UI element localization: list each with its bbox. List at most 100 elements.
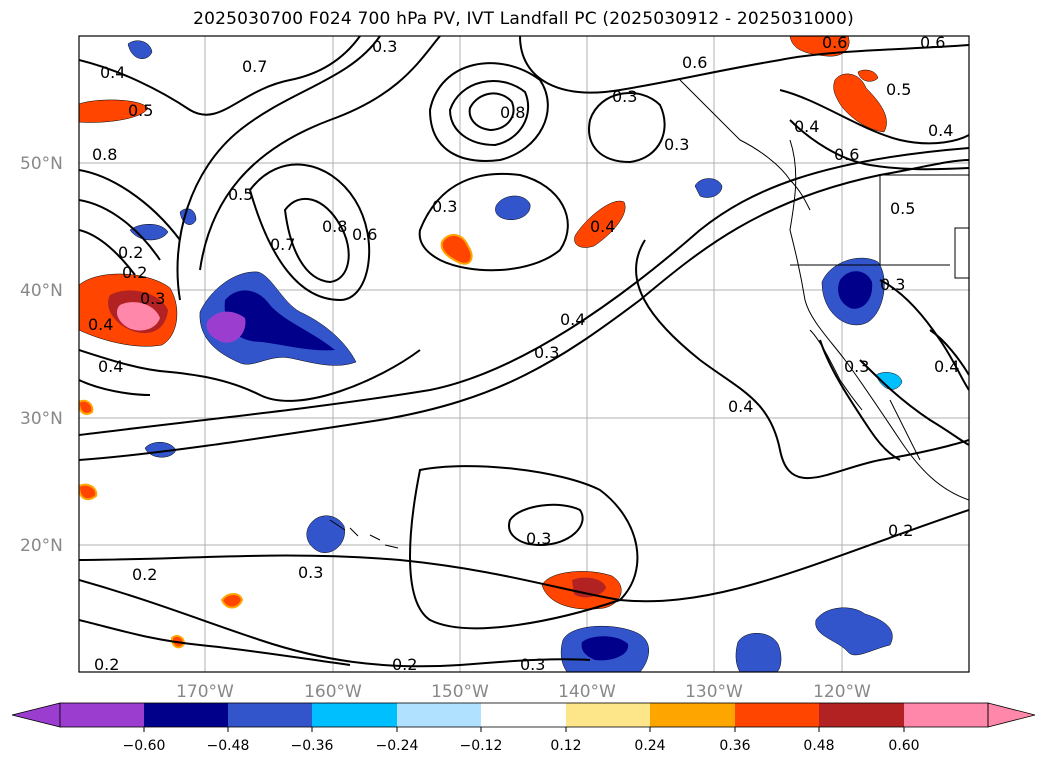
neg-blob-h bbox=[127, 40, 153, 59]
contour-labels: 0.4 0.7 0.3 0.3 0.6 0.8 0.5 0.3 0.8 0.5 … bbox=[88, 33, 959, 674]
pos-blob-ne1 bbox=[789, 36, 850, 57]
contour-label: 0.2 bbox=[888, 521, 913, 540]
pos-blob-ne2 bbox=[833, 73, 887, 133]
contour-label: 0.2 bbox=[392, 655, 417, 674]
contour-label: 0.3 bbox=[526, 529, 551, 548]
colorbar-frame bbox=[59, 702, 989, 728]
lon-label: 170°W bbox=[176, 682, 234, 702]
colorbar-tick-label: 0.12 bbox=[550, 738, 581, 754]
lon-labels: 170°W 160°W 150°W 140°W 130°W 120°W bbox=[176, 682, 871, 702]
colorbar-bin bbox=[397, 703, 481, 727]
pos-blob-nw bbox=[79, 99, 149, 123]
gridlines bbox=[79, 36, 969, 672]
contour-label: 0.6 bbox=[834, 145, 859, 164]
pos-blob-140w bbox=[574, 200, 626, 248]
colorbar-bin bbox=[819, 703, 904, 727]
pos-blob-west-peak bbox=[116, 302, 160, 331]
contour-label: 0.4 bbox=[98, 357, 123, 376]
lat-label: 50°N bbox=[20, 154, 63, 174]
contour-label: 0.4 bbox=[928, 121, 953, 140]
neg-blob-b bbox=[694, 178, 723, 198]
lon-label: 120°W bbox=[813, 682, 871, 702]
colorbar-bin bbox=[566, 703, 650, 727]
contour-label: 0.3 bbox=[612, 87, 637, 106]
contour-label: 0.3 bbox=[520, 655, 545, 674]
contour-label: 0.3 bbox=[140, 289, 165, 308]
colorbar-bin bbox=[228, 703, 312, 727]
contour-label: 0.4 bbox=[560, 310, 585, 329]
contour-label: 0.4 bbox=[88, 315, 113, 334]
colorbar-bin bbox=[904, 703, 988, 727]
lon-label: 160°W bbox=[304, 682, 362, 702]
colorbar-bin bbox=[144, 703, 228, 727]
contour-label: 0.5 bbox=[886, 80, 911, 99]
pos-blob-ne3 bbox=[857, 69, 879, 82]
neg-blob-f bbox=[815, 607, 893, 656]
contour-label: 0.4 bbox=[590, 217, 615, 236]
contour-label: 0.2 bbox=[132, 565, 157, 584]
neg-blob-e bbox=[735, 633, 782, 672]
lat-label: 30°N bbox=[20, 409, 63, 429]
colorbar-tick-label: 0.36 bbox=[719, 738, 750, 754]
neg-blob-central-peak bbox=[206, 311, 246, 343]
colorbar-tick-label: −0.24 bbox=[376, 738, 419, 754]
pos-blob-s1 bbox=[220, 593, 244, 609]
contour-label: 0.7 bbox=[270, 235, 295, 254]
neg-blob-a bbox=[495, 195, 531, 220]
contour-label: 0.3 bbox=[664, 135, 689, 154]
contour-label: 0.6 bbox=[682, 53, 707, 72]
contour-label: 0.4 bbox=[728, 397, 753, 416]
contour-label: 0.4 bbox=[794, 117, 819, 136]
contour-label: 0.8 bbox=[322, 217, 347, 236]
colorbar-bin bbox=[312, 703, 397, 727]
colorbar-bin bbox=[650, 703, 735, 727]
contour-label: 0.6 bbox=[352, 225, 377, 244]
contour-label: 0.8 bbox=[92, 145, 117, 164]
land-outlines bbox=[329, 79, 969, 549]
neg-blob-central-core bbox=[224, 290, 335, 351]
colorbar-tick-label: 0.48 bbox=[803, 738, 834, 754]
lat-label: 40°N bbox=[20, 281, 63, 301]
colorbar: −0.60 −0.48 −0.36 −0.24 −0.12 0.12 0.24 … bbox=[11, 702, 1036, 754]
contour-label: 0.5 bbox=[228, 185, 253, 204]
plot-area bbox=[79, 36, 969, 672]
lon-label: 150°W bbox=[431, 682, 489, 702]
lat-label: 20°N bbox=[20, 536, 63, 556]
contour-label: 0.5 bbox=[128, 101, 153, 120]
colorbar-tick-label: −0.48 bbox=[207, 738, 250, 754]
neg-blob-i bbox=[875, 372, 903, 390]
colorbar-extend-max bbox=[987, 702, 1036, 728]
colorbar-bin bbox=[481, 703, 566, 727]
colorbar-tick-label: −0.60 bbox=[123, 738, 166, 754]
lat-labels: 50°N 40°N 30°N 20°N bbox=[20, 154, 63, 556]
plot-frame bbox=[78, 35, 970, 673]
lon-label: 130°W bbox=[685, 682, 743, 702]
contour-label: 0.3 bbox=[432, 197, 457, 216]
contour-label: 0.3 bbox=[844, 357, 869, 376]
contour-label: 0.6 bbox=[822, 33, 847, 52]
colorbar-tick-label: 0.60 bbox=[888, 738, 919, 754]
contour-label: 0.2 bbox=[94, 655, 119, 674]
neg-blob-coast-core bbox=[838, 271, 873, 309]
map-title: 2025030700 F024 700 hPa PV, IVT Landfall… bbox=[193, 9, 854, 29]
contour-label: 0.3 bbox=[372, 37, 397, 56]
contour-label: 0.3 bbox=[298, 563, 323, 582]
contour-label: 0.8 bbox=[500, 103, 525, 122]
neg-blob-c bbox=[306, 515, 345, 553]
lon-label: 140°W bbox=[558, 682, 616, 702]
colorbar-extend-min bbox=[11, 702, 61, 728]
pos-blob-147w bbox=[440, 234, 473, 265]
contour-label: 0.4 bbox=[100, 63, 125, 82]
contour-label: 0.3 bbox=[534, 343, 559, 362]
contour-label: 0.7 bbox=[242, 57, 267, 76]
contour-label: 0.2 bbox=[122, 263, 147, 282]
contour-label: 0.5 bbox=[890, 199, 915, 218]
colorbar-tick-label: −0.12 bbox=[460, 738, 503, 754]
contour-label: 0.3 bbox=[880, 275, 905, 294]
colorbar-bin bbox=[60, 703, 144, 727]
contour-label: 0.2 bbox=[118, 243, 143, 262]
contour-label: 0.4 bbox=[934, 357, 959, 376]
pv-contours bbox=[79, 36, 969, 668]
colorbar-bin bbox=[735, 703, 819, 727]
